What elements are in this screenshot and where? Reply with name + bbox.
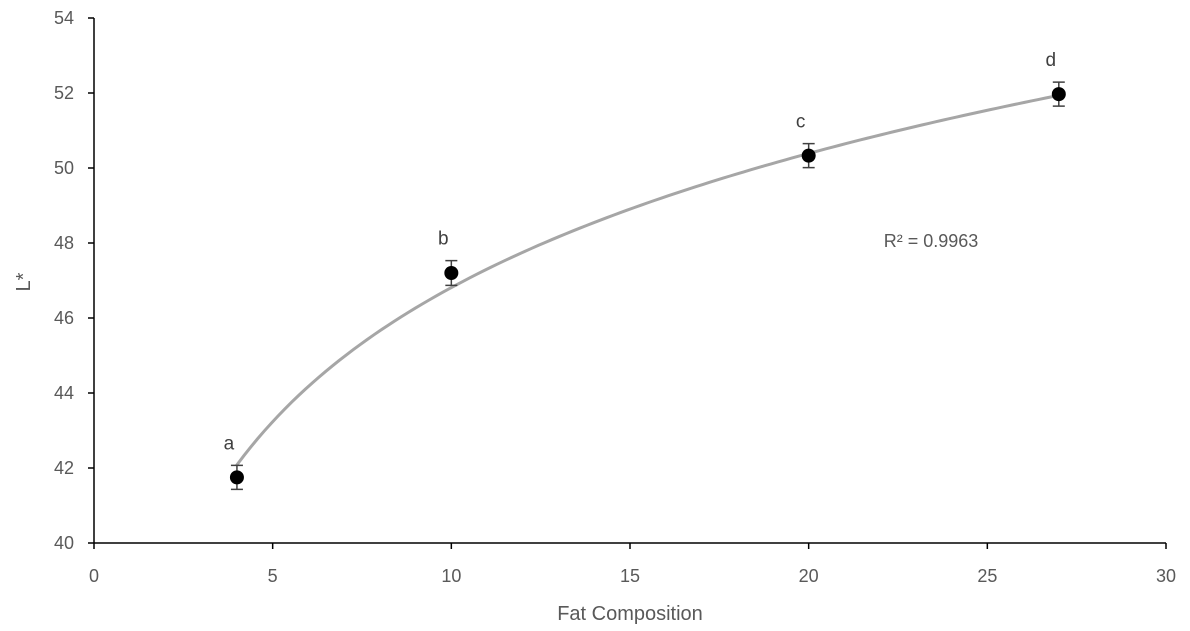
y-tick-label: 48 (54, 233, 74, 253)
axes (88, 17, 1167, 549)
data-points (229, 87, 1066, 485)
x-tick-label: 0 (89, 566, 99, 586)
y-tick-label: 42 (54, 458, 74, 478)
point-labels: a b c d (224, 50, 1056, 454)
x-axis-title: Fat Composition (557, 603, 703, 625)
error-bars (230, 81, 1065, 491)
y-tick-label: 54 (54, 8, 74, 28)
x-tick-label: 10 (441, 566, 461, 586)
x-tick-label: 5 (268, 566, 278, 586)
x-tick-label: 15 (620, 566, 640, 586)
point-label: a (224, 433, 235, 454)
y-tick-label: 44 (54, 383, 74, 403)
x-tick-label: 20 (799, 566, 819, 586)
point-label: d (1046, 50, 1057, 71)
data-point (444, 266, 459, 280)
y-tick-label: 52 (54, 83, 74, 103)
point-label: b (438, 229, 449, 250)
x-tick-label: 25 (977, 566, 997, 586)
trendline-layer (235, 93, 1061, 467)
r-squared-annotation: R² = 0.9963 (884, 231, 979, 251)
x-tick-label: 30 (1156, 566, 1176, 586)
data-point (229, 470, 244, 485)
data-point (801, 148, 816, 163)
trendline (235, 93, 1061, 467)
data-point (1051, 87, 1066, 102)
y-axis-title: L* (13, 272, 35, 291)
point-label: c (796, 112, 806, 133)
y-tick-label: 50 (54, 158, 74, 178)
annotations: R² = 0.9963 (884, 231, 979, 251)
tick-labels: 40 42 44 46 48 50 52 54 0 5 10 15 20 25 30 (54, 8, 1176, 586)
y-tick-label: 40 (54, 533, 74, 553)
y-tick-label: 46 (54, 308, 74, 328)
